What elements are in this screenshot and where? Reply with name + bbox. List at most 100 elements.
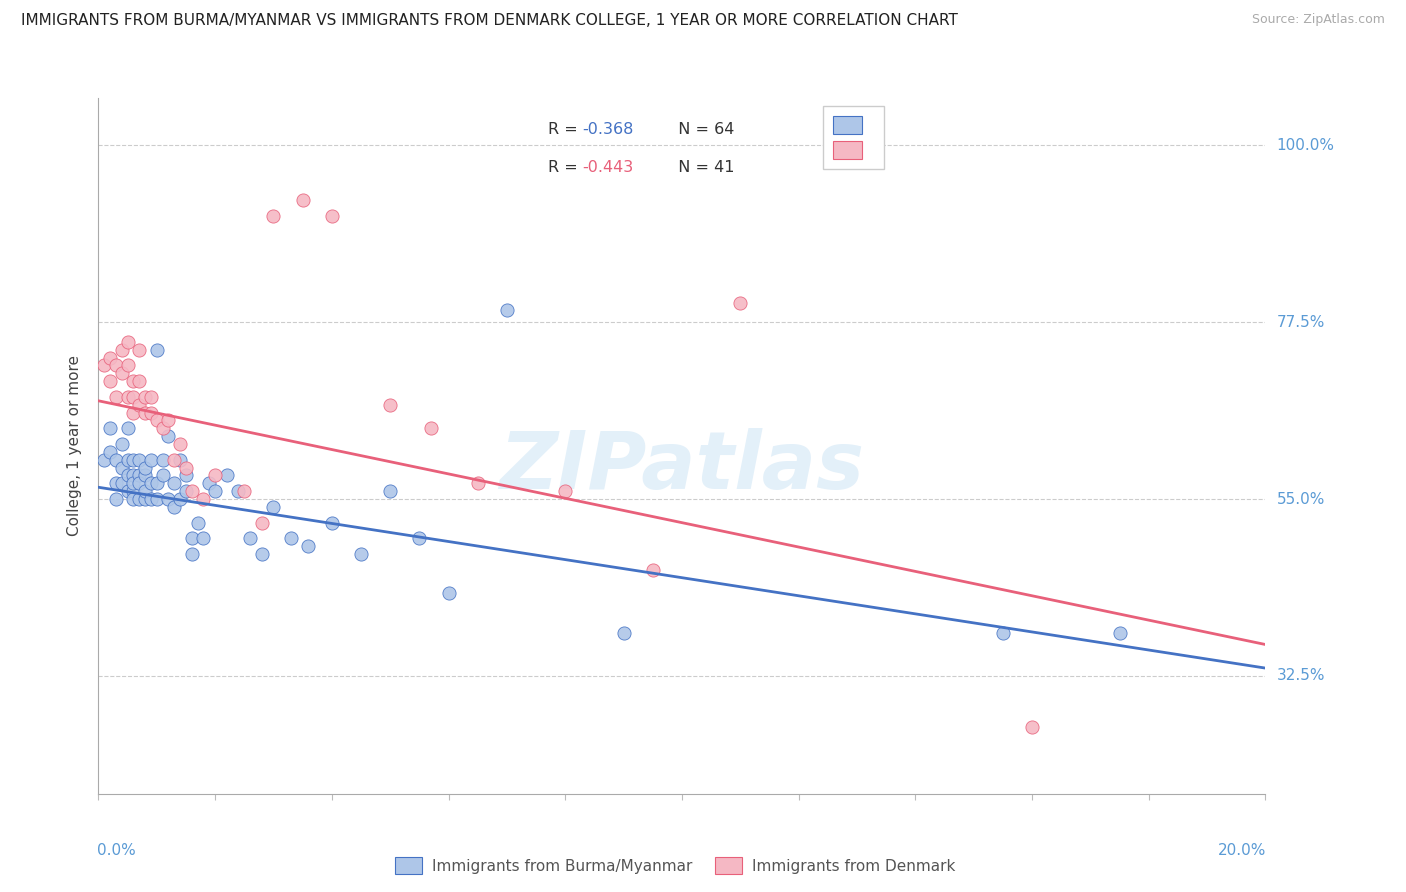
Point xyxy=(111,476,134,491)
Point xyxy=(157,491,180,506)
Point xyxy=(193,532,215,546)
Text: 20.0%: 20.0% xyxy=(1218,843,1267,857)
Point xyxy=(117,421,139,435)
Text: 100.0%: 100.0% xyxy=(1277,137,1334,153)
Point xyxy=(146,491,169,506)
Point xyxy=(233,484,256,499)
Point xyxy=(262,209,284,223)
Point xyxy=(174,468,197,483)
Point xyxy=(152,468,174,483)
Point xyxy=(157,413,180,427)
Point xyxy=(193,491,215,506)
Point xyxy=(204,468,226,483)
Text: R =: R = xyxy=(548,122,582,137)
Legend: , : , xyxy=(824,106,884,169)
Point xyxy=(180,532,202,546)
Point xyxy=(104,491,127,506)
Point xyxy=(134,390,156,404)
Point xyxy=(122,452,145,467)
Point xyxy=(321,209,343,223)
Text: IMMIGRANTS FROM BURMA/MYANMAR VS IMMIGRANTS FROM DENMARK COLLEGE, 1 YEAR OR MORE: IMMIGRANTS FROM BURMA/MYANMAR VS IMMIGRA… xyxy=(21,13,957,29)
Point xyxy=(128,343,150,357)
Point xyxy=(163,500,186,514)
Point xyxy=(250,547,273,561)
Point xyxy=(991,625,1014,640)
Point xyxy=(122,484,145,499)
Point xyxy=(128,491,150,506)
Point xyxy=(239,532,262,546)
Point xyxy=(204,484,226,499)
Point xyxy=(728,295,751,310)
Text: N = 41: N = 41 xyxy=(668,161,734,175)
Point xyxy=(152,452,174,467)
Text: -0.443: -0.443 xyxy=(582,161,634,175)
Point xyxy=(350,547,373,561)
Point xyxy=(111,343,134,357)
Point xyxy=(169,491,191,506)
Point xyxy=(139,491,162,506)
Point xyxy=(117,390,139,404)
Point xyxy=(98,421,121,435)
Point xyxy=(163,452,186,467)
Point xyxy=(128,374,150,388)
Point xyxy=(111,460,134,475)
Point xyxy=(134,484,156,499)
Point xyxy=(169,437,191,451)
Point xyxy=(554,484,576,499)
Point xyxy=(152,421,174,435)
Point xyxy=(117,452,139,467)
Point xyxy=(104,452,127,467)
Point xyxy=(146,413,169,427)
Point xyxy=(128,468,150,483)
Point xyxy=(437,586,460,600)
Point xyxy=(1021,720,1043,734)
Point xyxy=(280,532,302,546)
Point xyxy=(215,468,238,483)
Text: 55.0%: 55.0% xyxy=(1277,491,1324,507)
Point xyxy=(378,398,402,412)
Point xyxy=(139,452,162,467)
Point xyxy=(187,516,209,530)
Text: 32.5%: 32.5% xyxy=(1277,668,1324,683)
Point xyxy=(420,421,443,435)
Point xyxy=(378,484,402,499)
Point xyxy=(1108,625,1130,640)
Point xyxy=(180,484,202,499)
Text: R =: R = xyxy=(548,161,582,175)
Point xyxy=(134,468,156,483)
Point xyxy=(146,343,169,357)
Point xyxy=(104,476,127,491)
Point xyxy=(98,351,121,365)
Point xyxy=(122,374,145,388)
Point xyxy=(128,398,150,412)
Point xyxy=(122,491,145,506)
Point xyxy=(408,532,430,546)
Point xyxy=(262,500,284,514)
Point xyxy=(174,484,197,499)
Point xyxy=(139,406,162,420)
Point xyxy=(93,359,115,373)
Point xyxy=(134,491,156,506)
Point xyxy=(297,539,319,553)
Point xyxy=(111,437,134,451)
Point xyxy=(128,452,150,467)
Point xyxy=(250,516,273,530)
Point xyxy=(228,484,250,499)
Point xyxy=(157,429,180,443)
Point xyxy=(122,476,145,491)
Text: 0.0%: 0.0% xyxy=(97,843,136,857)
Point xyxy=(198,476,221,491)
Point xyxy=(321,516,343,530)
Point xyxy=(104,390,127,404)
Point xyxy=(174,460,197,475)
Point xyxy=(122,468,145,483)
Point xyxy=(117,359,139,373)
Legend: Immigrants from Burma/Myanmar, Immigrants from Denmark: Immigrants from Burma/Myanmar, Immigrant… xyxy=(389,851,960,880)
Point xyxy=(163,476,186,491)
Y-axis label: College, 1 year or more: College, 1 year or more xyxy=(67,356,83,536)
Point xyxy=(128,476,150,491)
Point xyxy=(169,452,191,467)
Point xyxy=(117,484,139,499)
Point xyxy=(117,468,139,483)
Point xyxy=(111,366,134,380)
